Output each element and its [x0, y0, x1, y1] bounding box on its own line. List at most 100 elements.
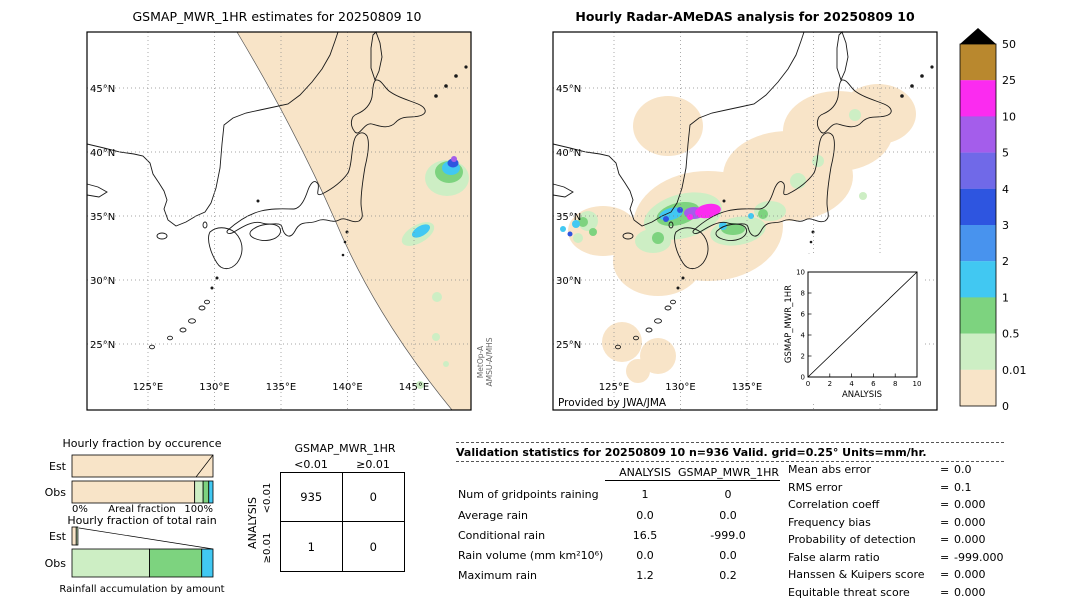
cell-hit-none: 935 — [281, 473, 343, 522]
svg-text:2: 2 — [801, 353, 805, 361]
lat-label: 35°N — [90, 212, 115, 223]
colorbar-labels: 50 25 10 5 4 3 2 1 0.5 0.01 0 — [1002, 38, 1027, 413]
totalrain-est-bar — [71, 526, 79, 546]
divider — [456, 461, 1004, 462]
gsmap-rain-cells — [401, 156, 469, 389]
right-map-title: Hourly Radar-AMeDAS analysis for 2025080… — [575, 9, 915, 24]
svg-text:8: 8 — [801, 290, 805, 298]
cell-miss: 1 — [281, 522, 343, 571]
lon-label: 125°E — [133, 382, 163, 393]
axis-title: Areal fraction — [108, 504, 175, 515]
svg-text:0: 0 — [806, 380, 810, 388]
svg-text:10: 10 — [1002, 110, 1016, 123]
score-line: Hanssen & Kuipers score = 0.000 — [788, 568, 986, 581]
svg-text:2: 2 — [828, 380, 832, 388]
est-label: Est — [49, 530, 67, 543]
svg-text:0: 0 — [1002, 400, 1009, 413]
right-map-axis-labels: 45°N 40°N 35°N 30°N 25°N 125°E 130°E 135… — [556, 84, 762, 393]
lat-label: 30°N — [556, 276, 581, 287]
sensor-name: AMSU-A/MHS — [485, 337, 494, 387]
satellite-note: MetOp-A AMSU-A/MHS — [476, 328, 496, 396]
col-label-lt: <0.01 — [294, 458, 328, 471]
score-line: Probability of detection = 0.000 — [788, 533, 986, 546]
score-line: RMS error = 0.1 — [788, 481, 972, 494]
lat-label: 45°N — [90, 84, 115, 95]
radar-rain-areas — [560, 109, 867, 253]
totalrain-title: Hourly fraction of total rain — [67, 514, 216, 527]
swath-edge — [236, 31, 453, 411]
cell-false-alarm: 0 — [342, 473, 404, 522]
obs-label: Obs — [45, 486, 67, 499]
lon-label: 145°E — [399, 382, 429, 393]
lon-label: 130°E — [665, 382, 695, 393]
stats-row: Maximum rain 1.2 0.2 — [458, 569, 737, 582]
est-label: Est — [49, 460, 67, 473]
gsmap-estimates-map: 45°N 40°N 35°N 30°N 25°N 125°E 130°E 135… — [86, 31, 472, 411]
svg-text:0: 0 — [801, 374, 805, 382]
row-label-ge: ≥0.01 — [262, 532, 273, 564]
map-frame — [86, 31, 472, 411]
svg-text:10: 10 — [796, 269, 805, 277]
radar-analysis-map: 45°N 40°N 35°N 30°N 25°N 125°E 130°E 135… — [552, 31, 938, 411]
lon-label: 140°E — [332, 382, 362, 393]
cell-hit: 0 — [369, 539, 377, 554]
svg-text:5: 5 — [1002, 147, 1009, 160]
totalrain-obs-bar — [71, 548, 214, 578]
score-line: Mean abs error = 0.0 — [788, 463, 972, 476]
lat-label: 40°N — [556, 148, 581, 159]
svg-text:10: 10 — [913, 380, 922, 388]
satellite-name: MetOp-A — [476, 345, 485, 379]
map-frame — [552, 31, 938, 411]
lat-label: 25°N — [556, 340, 581, 351]
score-line: Correlation coeff = 0.000 — [788, 498, 986, 511]
lat-label: 30°N — [90, 276, 115, 287]
stats-col-gsmap: GSMAP_MWR_1HR — [678, 466, 780, 479]
axis-zero: 0% — [72, 504, 88, 515]
score-line: False alarm ratio = -999.000 — [788, 551, 1004, 564]
svg-text:4: 4 — [1002, 183, 1009, 196]
divider — [456, 442, 1004, 443]
lat-label: 25°N — [90, 340, 115, 351]
svg-text:50: 50 — [1002, 38, 1016, 51]
precip-colorbar: 50 25 10 5 4 3 2 1 0.5 0.01 0 — [959, 28, 1027, 413]
occurrence-obs-bar — [71, 480, 214, 504]
lon-label: 130°E — [199, 382, 229, 393]
lon-label: 135°E — [266, 382, 296, 393]
svg-text:4: 4 — [849, 380, 854, 388]
contingency-side-label: ANALYSIS — [246, 497, 259, 549]
svg-text:25: 25 — [1002, 74, 1016, 87]
stats-row: Num of gridpoints raining 1 0 — [458, 488, 732, 501]
stats-col-analysis: ANALYSIS — [619, 466, 671, 479]
lon-label: 135°E — [732, 382, 762, 393]
scatter-inset: 0 2 4 6 8 10 0 2 4 6 8 10 GSMAP_MWR_1HR … — [779, 254, 925, 404]
score-line: Frequency bias = 0.000 — [788, 516, 986, 529]
one-to-one-line — [807, 271, 918, 378]
svg-text:4: 4 — [801, 332, 806, 340]
header-underline — [605, 480, 780, 481]
occurrence-est-bar — [71, 454, 214, 478]
lat-label: 40°N — [90, 148, 115, 159]
obs-label: Obs — [45, 557, 67, 570]
fraction-connector — [195, 454, 214, 478]
row-label-lt: <0.01 — [262, 482, 273, 514]
inset-ylabel: GSMAP_MWR_1HR — [784, 285, 794, 363]
colorbar-overflow-triangle — [960, 28, 996, 44]
axis-hundred: 100% — [184, 504, 213, 515]
inset-y-ticks: 0 2 4 6 8 10 — [796, 269, 805, 382]
contingency-table: GSMAP_MWR_1HR <0.01 ≥0.01 ANALYSIS <0.01… — [240, 440, 435, 600]
inset-x-ticks: 0 2 4 6 8 10 — [806, 380, 922, 388]
stats-row: Average rain 0.0 0.0 — [458, 509, 737, 522]
svg-text:0.01: 0.01 — [1002, 364, 1027, 377]
svg-text:3: 3 — [1002, 219, 1009, 232]
col-label-ge: ≥0.01 — [356, 458, 390, 471]
stats-row: Conditional rain 16.5 -999.0 — [458, 529, 746, 542]
svg-text:8: 8 — [893, 380, 897, 388]
score-line: Equitable threat score = 0.000 — [788, 586, 986, 599]
validation-statistics: Validation statistics for 20250809 10 n=… — [450, 436, 1080, 612]
data-credit: Provided by JWA/JMA — [558, 397, 667, 409]
lat-label: 35°N — [556, 212, 581, 223]
fraction-charts: Hourly fraction by occurence Est Obs 0% … — [45, 437, 225, 595]
lon-label: 125°E — [599, 382, 629, 393]
left-map-title: GSMAP_MWR_1HR estimates for 20250809 10 — [132, 9, 422, 24]
occurrence-title: Hourly fraction by occurence — [63, 437, 222, 450]
